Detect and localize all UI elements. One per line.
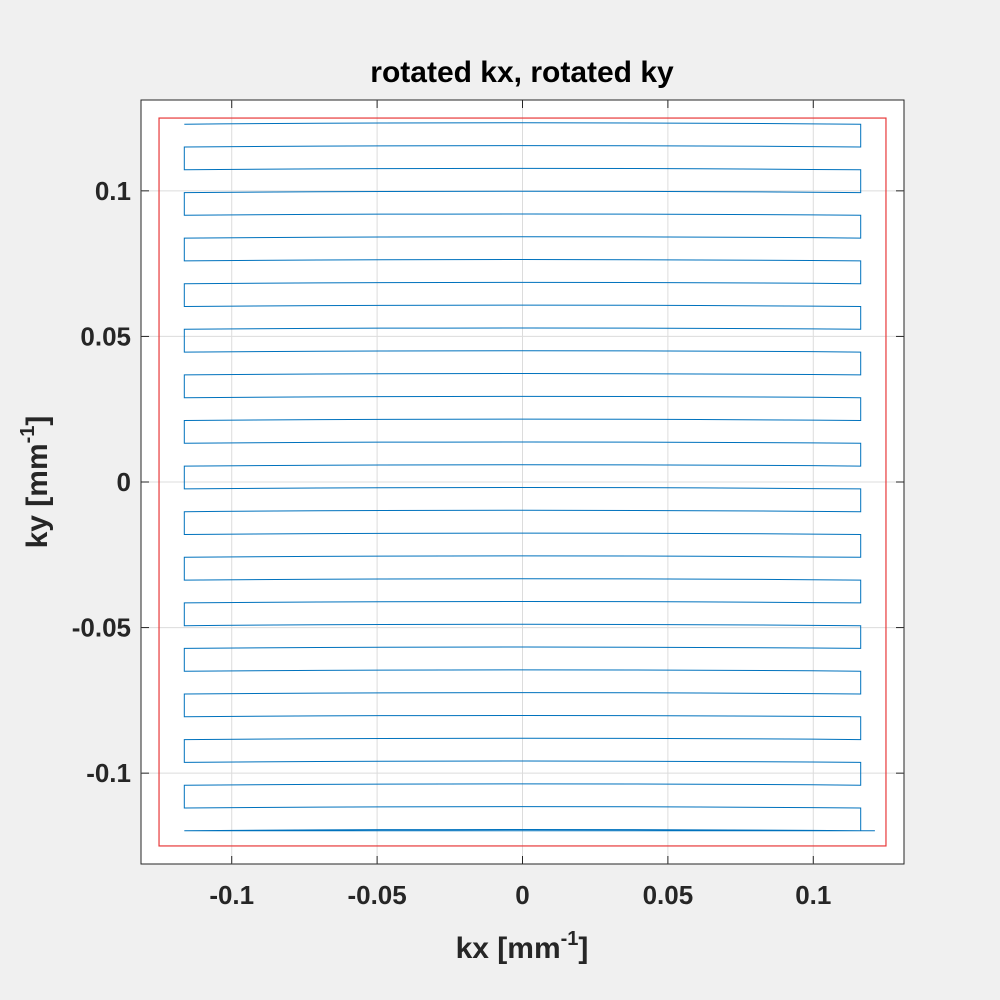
- tick-marks: [141, 100, 904, 864]
- plot-lines: [158, 117, 887, 847]
- y-tick-labels: -0.1 -0.05 0 0.05 0.1: [72, 176, 131, 788]
- y-axis-label: ky [mm-1]: [17, 416, 54, 549]
- x-tick-label-0: -0.1: [209, 880, 254, 910]
- x-tick-label-4: 0.1: [795, 880, 831, 910]
- y-tick-label-4: 0.1: [95, 176, 131, 206]
- x-axis-label: kx [mm-1]: [456, 928, 589, 965]
- x-tick-labels: -0.1 -0.05 0 0.05 0.1: [209, 880, 831, 910]
- y-tick-label-2: 0: [117, 467, 131, 497]
- y-tick-label-3: 0.05: [80, 321, 131, 351]
- x-tick-label-1: -0.05: [347, 880, 406, 910]
- y-tick-label-1: -0.05: [72, 613, 131, 643]
- x-tick-label-3: 0.05: [643, 880, 694, 910]
- chart-title: rotated kx, rotated ky: [370, 56, 674, 89]
- y-tick-label-0: -0.1: [86, 758, 131, 788]
- trajectory-line: [183, 122, 875, 832]
- x-tick-label-2: 0: [515, 880, 529, 910]
- boundary-rect: [158, 117, 887, 847]
